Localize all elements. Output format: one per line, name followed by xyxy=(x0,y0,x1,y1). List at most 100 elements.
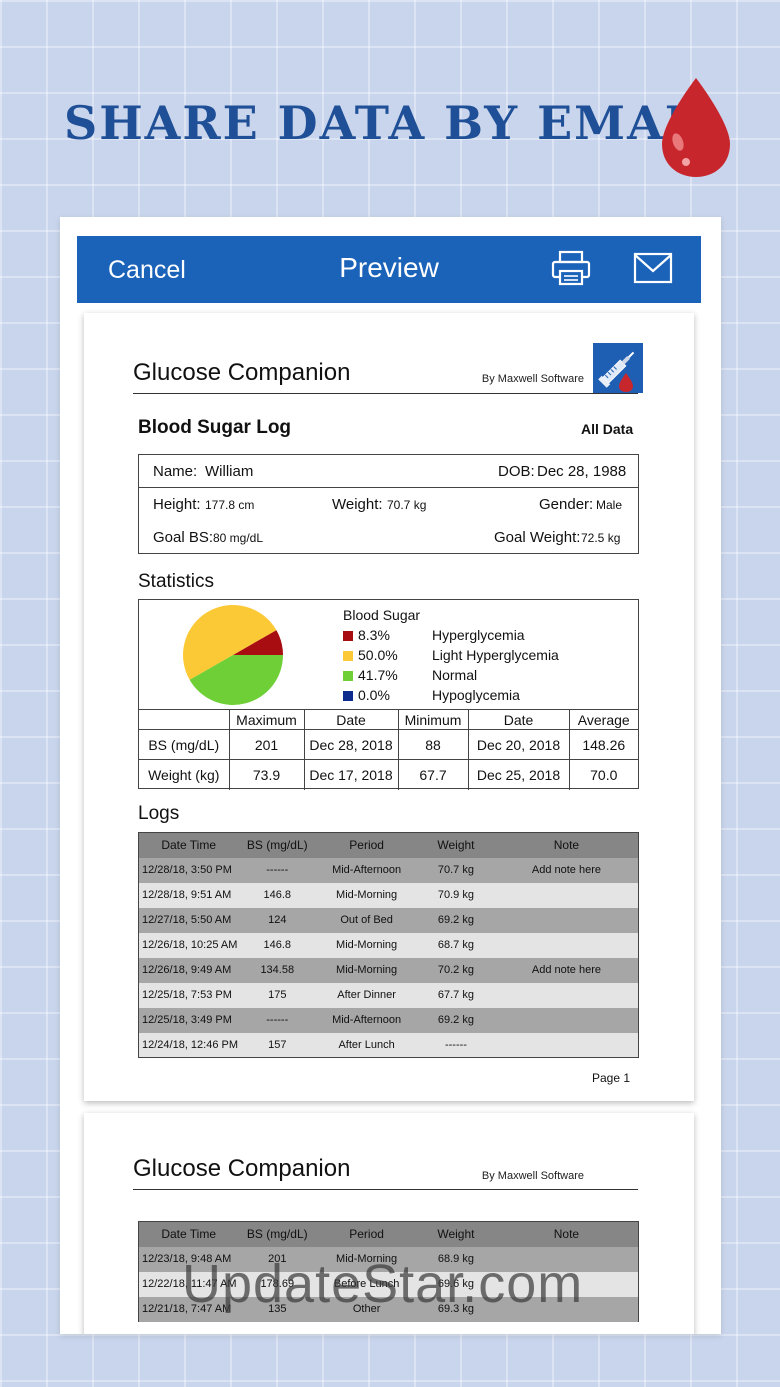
log-cell: Other xyxy=(316,1296,417,1322)
chart-title: Blood Sugar xyxy=(343,607,421,623)
stats-row: Weight (kg) 73.9 Dec 17, 2018 67.7 Dec 2… xyxy=(139,759,638,790)
stats-cell: BS (mg/dL) xyxy=(139,729,230,760)
stats-cell: Dec 17, 2018 xyxy=(303,759,399,790)
header-rule xyxy=(133,1189,638,1190)
stats-cell: Weight (kg) xyxy=(139,759,230,790)
log-cell: Mid-Morning xyxy=(316,1246,417,1272)
log-cell: 134.58 xyxy=(238,957,317,983)
log-cell: After Lunch xyxy=(316,1032,418,1058)
stats-cell: 70.0 xyxy=(568,759,638,790)
legend-label: Normal xyxy=(432,667,478,683)
logs-header: Period xyxy=(316,832,418,858)
log-cell: 146.8 xyxy=(238,882,317,908)
log-cell: 68.9 kg xyxy=(417,1246,495,1272)
log-row: 12/27/18, 5:50 AM 124 Out of Bed 69.2 kg xyxy=(138,907,639,933)
statistics-box: Blood Sugar 8.3% Hyperglycemia 50.0% Lig… xyxy=(138,599,639,790)
log-cell: 69.3 kg xyxy=(417,1296,495,1322)
preview-frame: Cancel Preview Glucose Companion By Maxw… xyxy=(60,217,721,1334)
log-row: 12/28/18, 3:50 PM ------ Mid-Afternoon 70.7… xyxy=(138,857,639,883)
pie-slice-normal xyxy=(189,655,283,705)
name-label: Name: xyxy=(153,463,198,480)
stats-header: Date xyxy=(467,709,570,730)
header-rule xyxy=(133,393,638,394)
promo-headline: SHARE DATA BY EMAIL xyxy=(64,96,723,150)
stats-header: Minimum xyxy=(397,709,469,730)
dob-label: DOB: xyxy=(498,463,535,480)
stats-cell: 201 xyxy=(228,729,305,760)
cancel-button[interactable]: Cancel xyxy=(108,256,186,284)
stats-cell: 73.9 xyxy=(228,759,305,790)
goal-weight-value: 72.5 kg xyxy=(581,531,621,545)
log-cell: 69.2 kg xyxy=(417,907,495,933)
logs-table: Date Time BS (mg/dL) Period Weight Note … xyxy=(138,832,639,1058)
stats-cell: Dec 28, 2018 xyxy=(303,729,399,760)
height-label: Height: xyxy=(153,496,201,513)
logs-header: BS (mg/dL) xyxy=(238,1221,317,1247)
log-cell xyxy=(494,907,639,933)
logs-header: Period xyxy=(316,1221,417,1247)
log-cell: 69.6 kg xyxy=(417,1271,495,1297)
mail-icon[interactable] xyxy=(633,252,673,284)
byline: By Maxwell Software xyxy=(481,1170,584,1182)
log-cell: 67.7 kg xyxy=(417,982,495,1008)
print-icon[interactable] xyxy=(551,250,591,286)
stats-header: Average xyxy=(568,709,638,730)
stats-cell: Dec 25, 2018 xyxy=(467,759,570,790)
watermark: UpdateStar.com xyxy=(182,1254,584,1314)
app-logo xyxy=(593,343,643,393)
log-row: 12/22/18, 11:47 AM 178.69 Before Lunch 69.6… xyxy=(138,1271,639,1297)
log-cell: ------ xyxy=(417,1032,495,1058)
log-cell xyxy=(494,1007,639,1033)
log-cell: 12/25/18, 3:49 PM xyxy=(138,1007,239,1033)
legend-swatch xyxy=(343,631,353,641)
profile-row-name: Name: William DOB: Dec 28, 1988 xyxy=(139,455,638,488)
report-page-1: Glucose Companion By Maxwell Software Bl… xyxy=(84,313,694,1101)
log-cell: 12/26/18, 9:49 AM xyxy=(138,957,239,983)
byline: By Maxwell Software xyxy=(481,373,584,385)
legend-swatch xyxy=(343,691,353,701)
log-cell: 12/25/18, 7:53 PM xyxy=(138,982,239,1008)
log-cell: 124 xyxy=(238,907,317,933)
log-cell: 69.2 kg xyxy=(417,1007,495,1033)
log-cell: 70.7 kg xyxy=(417,857,495,883)
legend-pct: 50.0% xyxy=(358,647,398,663)
logs-header: Date Time xyxy=(138,1221,239,1247)
legend-label: Light Hyperglycemia xyxy=(432,647,559,663)
pie-slice-hyperglycemia xyxy=(233,630,283,655)
log-cell: 12/28/18, 3:50 PM xyxy=(138,857,239,883)
logs-header: Date Time xyxy=(138,832,239,858)
log-row: 12/26/18, 9:49 AM 134.58 Mid-Morning 70.2 k… xyxy=(138,957,639,983)
logs-header: Weight xyxy=(417,1221,495,1247)
legend-pct: 8.3% xyxy=(358,627,390,643)
log-cell: 157 xyxy=(238,1032,317,1058)
log-row: 12/28/18, 9:51 AM 146.8 Mid-Morning 70.9 kg xyxy=(138,882,639,908)
log-cell: Add note here xyxy=(494,857,639,883)
stats-cell: Dec 20, 2018 xyxy=(467,729,570,760)
legend-swatch xyxy=(343,671,353,681)
log-cell xyxy=(494,932,639,958)
log-cell: 12/28/18, 9:51 AM xyxy=(138,882,239,908)
app-name: Glucose Companion xyxy=(133,359,351,386)
log-row: 12/25/18, 3:49 PM ------ Mid-Afternoon 69.2… xyxy=(138,1007,639,1033)
stats-header: Date xyxy=(303,709,399,730)
legend-pct: 41.7% xyxy=(358,667,398,683)
log-cell: 175 xyxy=(238,982,317,1008)
log-cell xyxy=(494,982,639,1008)
app-name: Glucose Companion xyxy=(133,1155,351,1182)
log-cell: ------ xyxy=(238,1007,317,1033)
legend-pct: 0.0% xyxy=(358,687,390,703)
logs-title: Logs xyxy=(138,803,180,824)
syringe-icon xyxy=(598,351,635,392)
stats-header xyxy=(139,709,230,730)
log-row: 12/21/18, 7:47 AM 135 Other 69.3 kg xyxy=(138,1296,639,1322)
stats-table: Maximum Date Minimum Date Average BS (mg… xyxy=(139,709,638,790)
logs-table: Date Time BS (mg/dL) Period Weight Note … xyxy=(138,1221,639,1322)
stats-cell: 88 xyxy=(397,729,469,760)
blood-drop-icon xyxy=(662,78,730,177)
log-cell: Mid-Afternoon xyxy=(316,1007,418,1033)
navigation-bar: Cancel Preview xyxy=(77,236,701,303)
weight-label: Weight: xyxy=(332,496,383,513)
log-cell xyxy=(494,1296,639,1322)
goal-bs-value: 80 mg/dL xyxy=(213,531,264,545)
page-number: Page 1 xyxy=(592,1071,631,1085)
